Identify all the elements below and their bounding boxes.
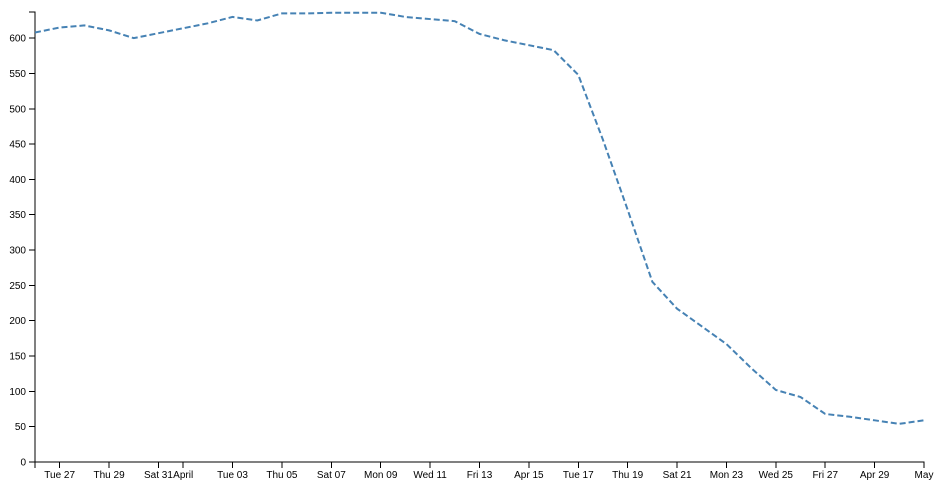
y-axis-line xyxy=(29,11,36,463)
x-tick-label: May xyxy=(915,470,934,481)
y-tick-label: 350 xyxy=(9,210,26,221)
x-tick-label: April xyxy=(173,470,193,481)
x-tick-label: Fri 13 xyxy=(467,470,493,481)
y-axis: 0 50 100 150 200 250 300 350 400 450 500 550 600 xyxy=(9,11,36,469)
x-tick-label: Thu 29 xyxy=(94,470,126,481)
y-tick-label: 0 xyxy=(20,458,26,469)
x-tick-label: Mon 09 xyxy=(364,470,398,481)
x-tick-label: Mon 23 xyxy=(710,470,744,481)
x-tick-label: Tue 27 xyxy=(44,470,75,481)
x-tick-label: Fri 27 xyxy=(812,470,838,481)
x-tick-label: Thu 19 xyxy=(612,470,644,481)
y-tick-label: 100 xyxy=(9,387,26,398)
y-tick-label: 300 xyxy=(9,246,26,257)
y-tick-label: 550 xyxy=(9,69,26,80)
y-tick-label: 250 xyxy=(9,281,26,292)
y-tick-label: 400 xyxy=(9,175,26,186)
y-tick-label: 600 xyxy=(9,34,26,45)
y-tick-label: 450 xyxy=(9,140,26,151)
data-line xyxy=(34,11,925,425)
x-tick-label: Apr 29 xyxy=(860,470,890,481)
y-tick-label: 500 xyxy=(9,104,26,115)
x-tick-label: Apr 15 xyxy=(514,470,544,481)
y-tick-label: 200 xyxy=(9,316,26,327)
x-tick-label: Tue 17 xyxy=(563,470,594,481)
y-tick-label: 50 xyxy=(15,422,27,433)
x-tick-label: Tue 03 xyxy=(217,470,248,481)
x-tick-label: Thu 05 xyxy=(266,470,298,481)
x-tick-label: Wed 25 xyxy=(759,470,794,481)
x-axis: Tue 27 Thu 29 Sat 31 April Tue 03 Thu 05 Sat 0… xyxy=(34,461,934,481)
x-tick-label: Wed 11 xyxy=(413,470,447,481)
x-tick-label: Sat 21 xyxy=(663,470,692,481)
x-tick-label: Sat 31 xyxy=(144,470,173,481)
y-tick-label: 150 xyxy=(9,352,26,363)
x-tick-label: Sat 07 xyxy=(317,470,346,481)
